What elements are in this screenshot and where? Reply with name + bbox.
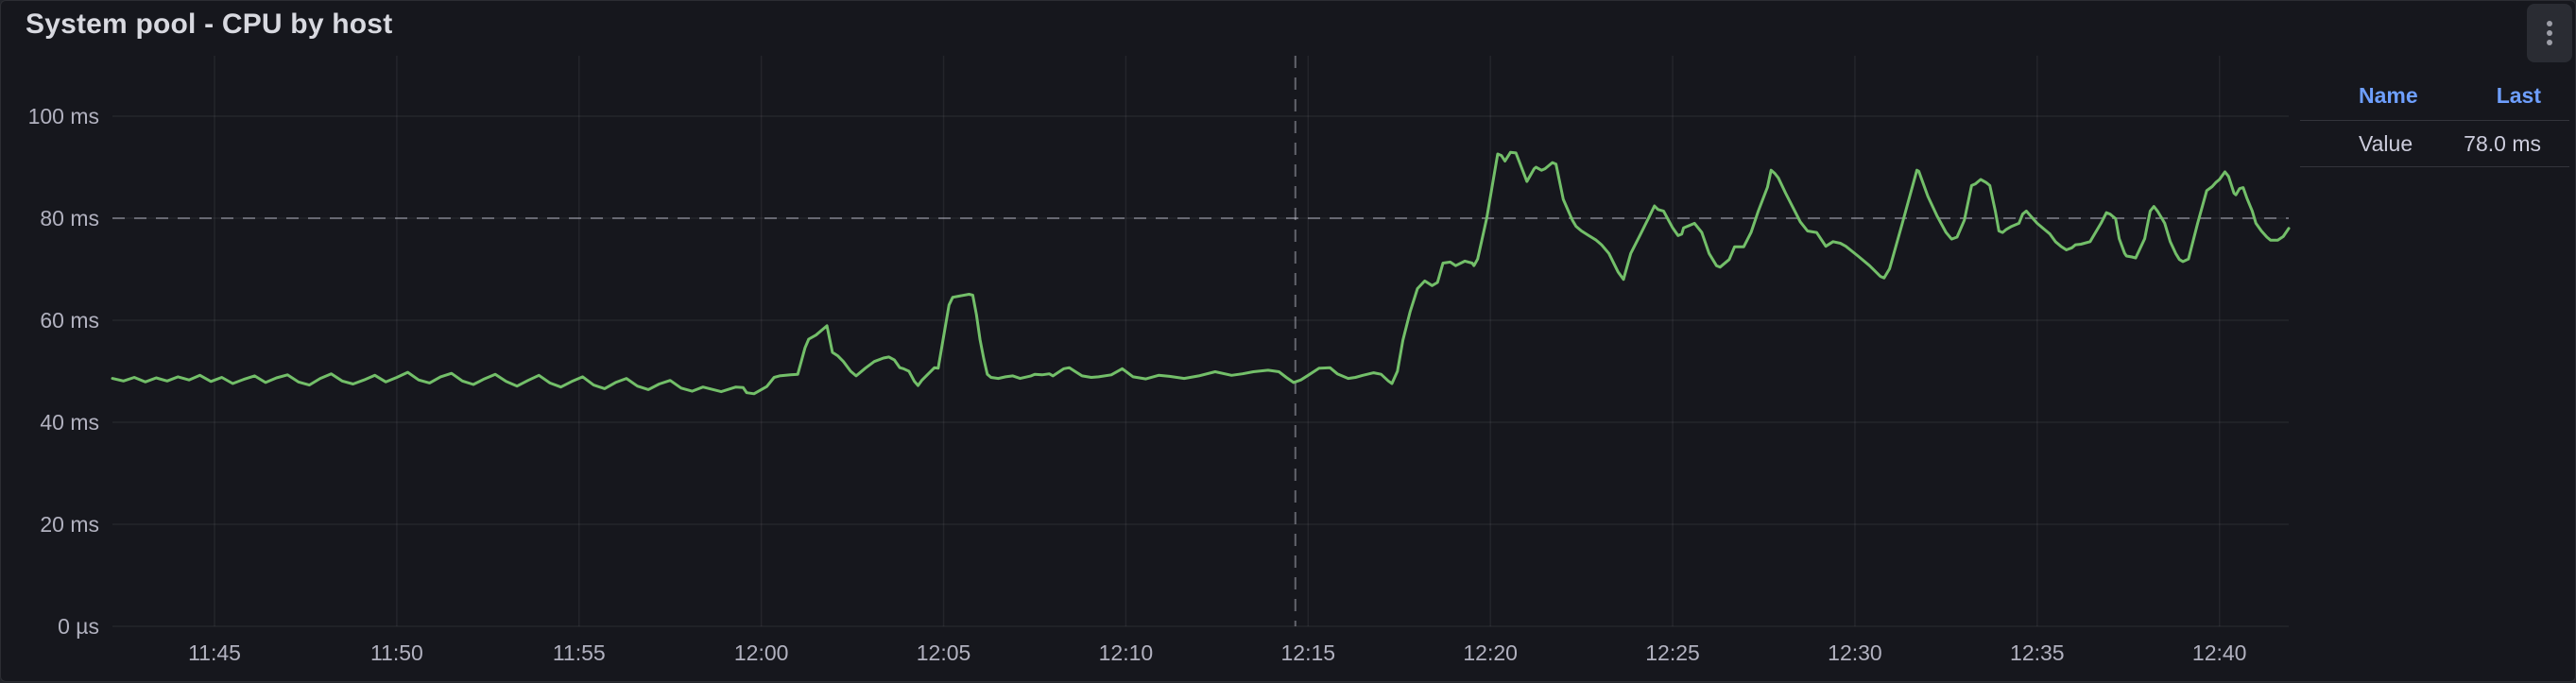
y-tick-label: 80 ms — [40, 206, 99, 231]
series-last-value: 78.0 ms — [2464, 131, 2569, 157]
y-tick-label: 60 ms — [40, 308, 99, 333]
legend-last-header[interactable]: Last — [2497, 83, 2569, 109]
series-line-value — [112, 152, 2289, 393]
legend-header-row: Name Last — [2300, 71, 2569, 120]
y-tick-label: 100 ms — [28, 104, 99, 128]
legend: Name Last Value 78.0 ms — [2300, 71, 2569, 167]
legend-name-header[interactable]: Name — [2359, 83, 2497, 109]
y-tick-label: 0 µs — [58, 614, 99, 639]
x-tick-label: 12:20 — [1463, 640, 1518, 665]
legend-series-row[interactable]: Value 78.0 ms — [2300, 120, 2569, 167]
x-tick-label: 12:40 — [2192, 640, 2247, 665]
series-name[interactable]: Value — [2359, 131, 2464, 157]
x-tick-label: 11:45 — [188, 640, 241, 665]
x-tick-label: 12:25 — [1645, 640, 1700, 665]
y-tick-label: 40 ms — [40, 410, 99, 435]
x-tick-label: 11:50 — [370, 640, 423, 665]
x-tick-label: 12:35 — [2010, 640, 2065, 665]
x-tick-label: 12:00 — [734, 640, 789, 665]
x-tick-label: 12:10 — [1099, 640, 1154, 665]
y-tick-label: 20 ms — [40, 512, 99, 537]
x-tick-label: 11:55 — [553, 640, 606, 665]
x-tick-label: 12:30 — [1828, 640, 1882, 665]
x-tick-label: 12:05 — [917, 640, 971, 665]
x-tick-label: 12:15 — [1281, 640, 1336, 665]
